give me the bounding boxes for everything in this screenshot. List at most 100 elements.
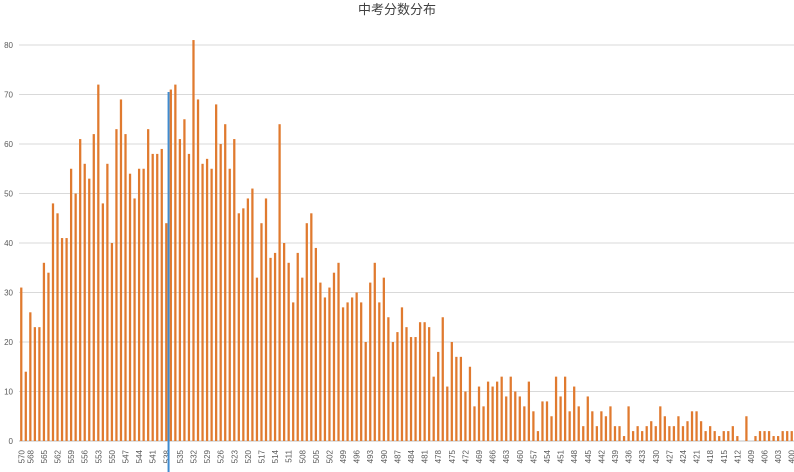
- bar: [282, 243, 286, 441]
- x-tick-label: 511: [285, 449, 294, 462]
- bar: [360, 302, 363, 441]
- bar: [409, 337, 413, 441]
- y-tick-label: 60: [4, 140, 13, 149]
- bar: [20, 287, 23, 441]
- bar: [92, 134, 95, 441]
- x-tick-label: 508: [298, 449, 307, 463]
- bar: [382, 277, 385, 441]
- bar: [110, 243, 114, 441]
- bar: [450, 342, 453, 441]
- bar: [133, 198, 136, 441]
- bar: [604, 416, 608, 441]
- bar: [196, 99, 200, 441]
- bar: [550, 416, 553, 441]
- bar: [500, 376, 503, 441]
- bar: [151, 153, 154, 441]
- bar: [165, 223, 168, 441]
- x-tick-label: 475: [448, 449, 457, 463]
- bar: [432, 376, 435, 441]
- bar: [763, 431, 766, 441]
- bar: [142, 168, 145, 441]
- x-tick-label: 496: [353, 449, 362, 463]
- bar: [237, 213, 240, 441]
- bar: [337, 262, 340, 441]
- bar: [183, 119, 186, 441]
- bar: [65, 238, 68, 441]
- bar: [74, 193, 77, 441]
- x-tick-label: 403: [774, 449, 783, 463]
- bar: [731, 426, 734, 441]
- bar: [509, 376, 512, 441]
- bar: [255, 277, 259, 441]
- y-tick-label: 80: [4, 41, 13, 50]
- x-tick-label: 487: [393, 449, 402, 463]
- x-tick-label: 469: [475, 449, 484, 463]
- bar: [722, 431, 725, 441]
- bar: [292, 302, 295, 441]
- y-tick-label: 0: [9, 437, 14, 446]
- x-tick-label: 490: [380, 449, 389, 463]
- bar: [355, 292, 358, 441]
- x-tick-label: 451: [557, 449, 566, 463]
- bar: [269, 257, 272, 441]
- bar: [47, 272, 50, 441]
- bar: [446, 386, 449, 441]
- x-tick-label: 448: [570, 449, 579, 463]
- x-tick-label: 478: [434, 449, 443, 463]
- bar: [563, 376, 567, 441]
- x-tick-label: 570: [17, 449, 26, 463]
- bar: [559, 396, 562, 441]
- x-tick-label: 559: [67, 449, 76, 463]
- x-tick-label: 424: [679, 449, 688, 463]
- bar: [296, 252, 299, 441]
- bar: [636, 426, 639, 441]
- bar: [174, 84, 177, 441]
- bar: [518, 396, 521, 441]
- bar: [219, 144, 222, 441]
- bar: [88, 178, 91, 441]
- bar: [758, 431, 762, 441]
- x-tick-label: 514: [271, 449, 280, 463]
- y-tick-label: 70: [4, 91, 13, 100]
- bar: [224, 124, 227, 441]
- bars: [20, 40, 793, 442]
- bar: [591, 411, 594, 441]
- x-tick-label: 463: [502, 449, 511, 463]
- bar: [618, 426, 621, 441]
- y-tick-label: 30: [4, 289, 13, 298]
- x-tick-label: 556: [81, 449, 90, 463]
- x-tick-label: 439: [611, 449, 620, 463]
- bar: [668, 426, 671, 441]
- bar: [287, 262, 290, 441]
- bar: [681, 426, 685, 441]
- x-tick-label: 541: [149, 449, 158, 463]
- bar: [654, 426, 657, 441]
- bar: [328, 287, 331, 441]
- bar: [468, 366, 472, 441]
- bar: [745, 416, 748, 441]
- x-tick-label: 454: [543, 449, 552, 463]
- x-tick-label: 481: [421, 449, 430, 463]
- bar: [790, 431, 793, 441]
- x-tick-label: 526: [217, 449, 226, 463]
- bar: [69, 168, 73, 441]
- y-tick-label: 10: [4, 388, 13, 397]
- bar: [178, 139, 182, 442]
- x-tick-label: 562: [54, 449, 63, 463]
- bar: [659, 406, 662, 441]
- bar: [532, 411, 535, 441]
- bar: [260, 223, 263, 441]
- bar: [586, 396, 589, 441]
- bar: [124, 134, 127, 441]
- bar: [378, 302, 381, 441]
- bar: [441, 317, 444, 441]
- x-tick-label: 484: [407, 449, 416, 463]
- x-tick-label: 433: [638, 449, 647, 463]
- x-tick-label: 565: [40, 449, 49, 463]
- bar: [205, 158, 209, 441]
- x-tick-label: 400: [788, 449, 794, 463]
- bar: [346, 302, 349, 441]
- x-tick-label: 505: [312, 449, 321, 463]
- bar: [718, 436, 721, 441]
